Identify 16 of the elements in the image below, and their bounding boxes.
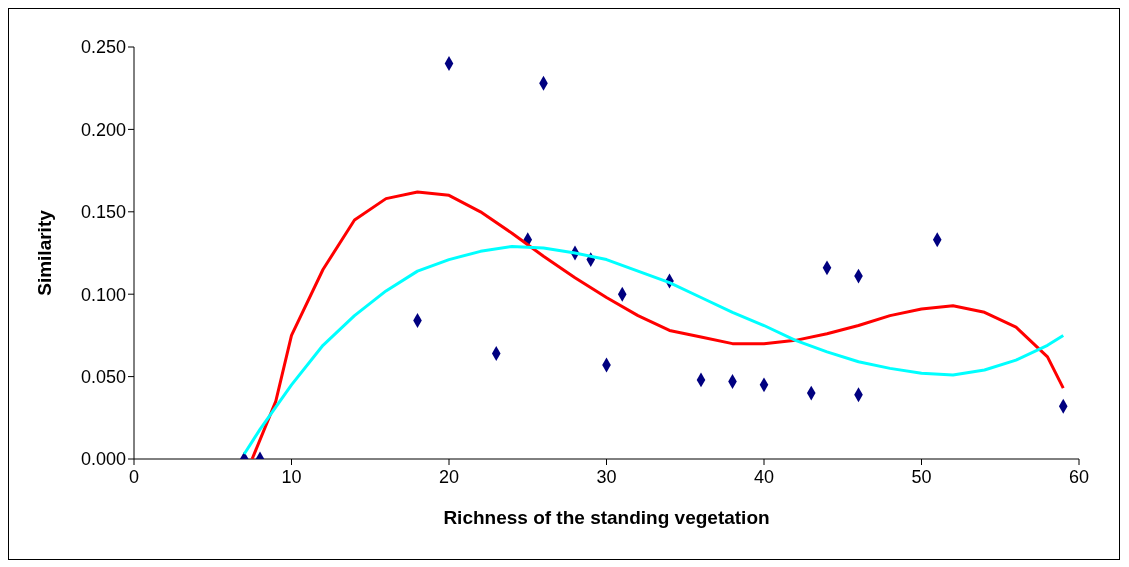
y-tick-label: 0.100 [80, 284, 126, 305]
y-tick-label: 0.150 [80, 202, 126, 223]
line-series [250, 190, 1065, 459]
y-axis-title: Similarity [33, 209, 55, 296]
x-tick-label: 60 [1068, 467, 1090, 487]
y-tick-label: 0.000 [80, 449, 126, 470]
x-tick-label: 0 [128, 467, 140, 487]
x-tick-label: 20 [438, 467, 460, 487]
y-tick-label: 0.200 [80, 119, 126, 140]
y-tick-label: 0.250 [80, 37, 126, 58]
y-tick-label: 0.050 [80, 366, 126, 387]
x-tick-label: 10 [281, 467, 302, 487]
x-tick-label: 50 [911, 467, 932, 487]
x-tick-label: 30 [596, 467, 617, 487]
x-axis-title: Richness of the standing vegetation [443, 507, 770, 528]
x-tick-label: 40 [753, 467, 775, 487]
